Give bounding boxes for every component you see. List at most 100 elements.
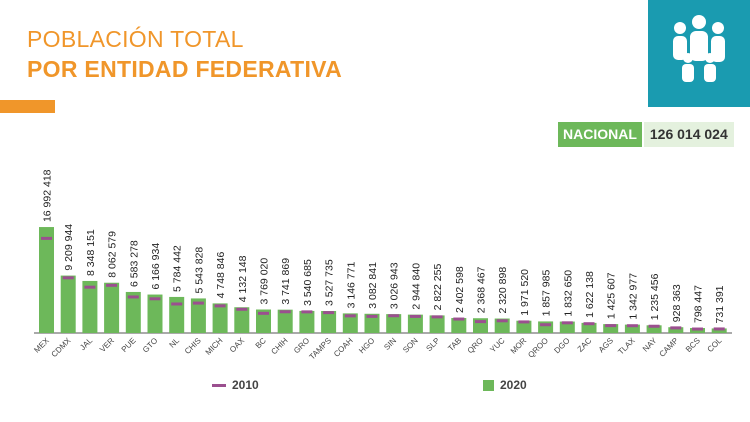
family-icon [673,15,725,82]
value-label-CHIS: 5 543 828 [193,247,205,294]
value-label-VER: 8 062 579 [107,231,119,278]
value-label-MEX: 16 992 418 [42,169,54,222]
legend-2010: 2010 [212,378,259,392]
bar-2020-MEX [39,227,54,333]
value-label-CHIH: 3 741 869 [280,258,292,305]
category-label-AGS: AGS [597,336,615,354]
value-label-GRO: 3 540 685 [302,259,314,306]
value-label-PUE: 6 583 278 [128,240,140,287]
bar-2020-COL [711,328,727,333]
marker-2010-TAB [453,317,465,321]
national-label: NACIONAL [558,122,642,147]
category-label-MOR: MOR [509,336,529,356]
marker-2010-TAMPS [323,311,335,315]
marker-2010-OAX [236,307,248,311]
marker-2010-QROO [540,323,552,327]
value-label-QROO: 1 857 985 [541,270,553,317]
bar-2020-TLAX [624,324,640,333]
legend-2020-marker [483,379,494,391]
marker-2010-MICH [214,304,226,308]
marker-2010-NAY [648,324,660,328]
value-label-MICH: 4 748 846 [215,252,227,299]
bar-2020-HGO [364,313,380,333]
bar-2020-TAB [451,318,467,333]
marker-2010-HGO [366,314,378,318]
bar-2020-CAMP [668,327,684,333]
category-label-DGO: DGO [552,336,571,355]
category-label-CHIH: CHIH [269,336,289,356]
national-total: NACIONAL 126 014 024 [558,122,734,147]
value-label-OAX: 4 132 148 [237,255,249,302]
title-line1: POBLACIÓN TOTAL [27,26,244,52]
value-label-CDMX: 9 209 944 [63,224,75,271]
bar-2020-BC [256,309,271,333]
category-label-MEX: MEX [32,336,51,355]
category-label-VER: VER [98,336,116,354]
legend-2010-marker [212,383,226,387]
bar-2020-SON [407,314,423,333]
category-label-GRO: GRO [292,336,311,355]
marker-2010-TLAX [626,324,638,328]
marker-2010-DGO [561,321,573,325]
bar-2020-AGS [603,324,619,333]
legend-2020: 2020 [483,378,527,392]
bar-2020-NAY [646,325,662,333]
value-label-ZAC: 1 622 138 [584,271,596,318]
value-label-MOR: 1 971 520 [519,269,531,316]
marker-2010-GRO [301,310,313,314]
value-label-SIN: 3 026 943 [389,262,401,309]
marker-2010-MEX [41,236,52,240]
marker-2010-CAMP [670,326,682,330]
category-label-TLAX: TLAX [616,336,637,357]
value-label-AGS: 1 425 607 [606,272,618,319]
marker-2010-QRO [475,320,486,324]
category-label-TAB: TAB [446,336,463,353]
marker-2010-CHIH [279,310,291,314]
marker-2010-SIN [388,314,400,318]
category-label-CHIS: CHIS [183,336,203,356]
marker-2010-SLP [431,315,443,319]
bar-2020-GTO [147,294,163,333]
marker-2010-ZAC [583,322,595,326]
marker-2010-YUC [496,319,508,323]
marker-2010-COAH [344,314,356,318]
bar-2020-CHIS [190,298,206,333]
category-label-BCS: BCS [684,336,702,354]
bar-2020-PUE [125,291,141,333]
category-label-COL: COL [706,336,724,354]
category-label-OAX: OAX [228,336,247,355]
bar-2020-TAMPS [321,311,337,333]
marker-2010-NL [171,302,183,306]
value-label-COAH: 3 146 771 [345,262,357,309]
category-label-CDMX: CDMX [50,336,73,359]
marker-2010-CHIS [192,301,204,305]
category-label-ZAC: ZAC [576,336,594,354]
bar-2020-VER [104,282,120,333]
category-label-COAH: COAH [332,336,355,359]
value-label-COL: 731 391 [714,285,726,323]
marker-2010-AGS [605,324,617,328]
bar-2020-OAX [234,307,250,333]
value-label-JAL: 8 348 151 [85,229,97,276]
value-label-HGO: 3 082 841 [367,262,379,309]
bar-2020-MOR [516,320,532,333]
category-label-SLP: SLP [424,336,441,353]
marker-2010-COL [713,327,725,331]
marker-2010-SON [409,314,421,318]
category-label-HGO: HGO [357,336,376,355]
bar-2020-GRO [299,310,315,333]
value-label-TLAX: 1 342 977 [627,273,639,320]
value-label-BC: 3 769 020 [259,258,271,305]
value-label-YUC: 2 320 898 [497,267,509,314]
accent-bar [0,100,55,113]
value-label-NL: 5 784 442 [172,245,184,292]
marker-2010-MOR [518,320,530,324]
bar-2020-SIN [386,314,402,333]
value-label-BCS: 798 447 [693,285,705,323]
category-label-GTO: GTO [141,336,160,355]
bar-2020-DGO [559,321,575,333]
value-label-DGO: 1 832 650 [562,270,574,317]
bar-2020-CDMX [60,275,76,333]
national-value: 126 014 024 [643,122,734,147]
